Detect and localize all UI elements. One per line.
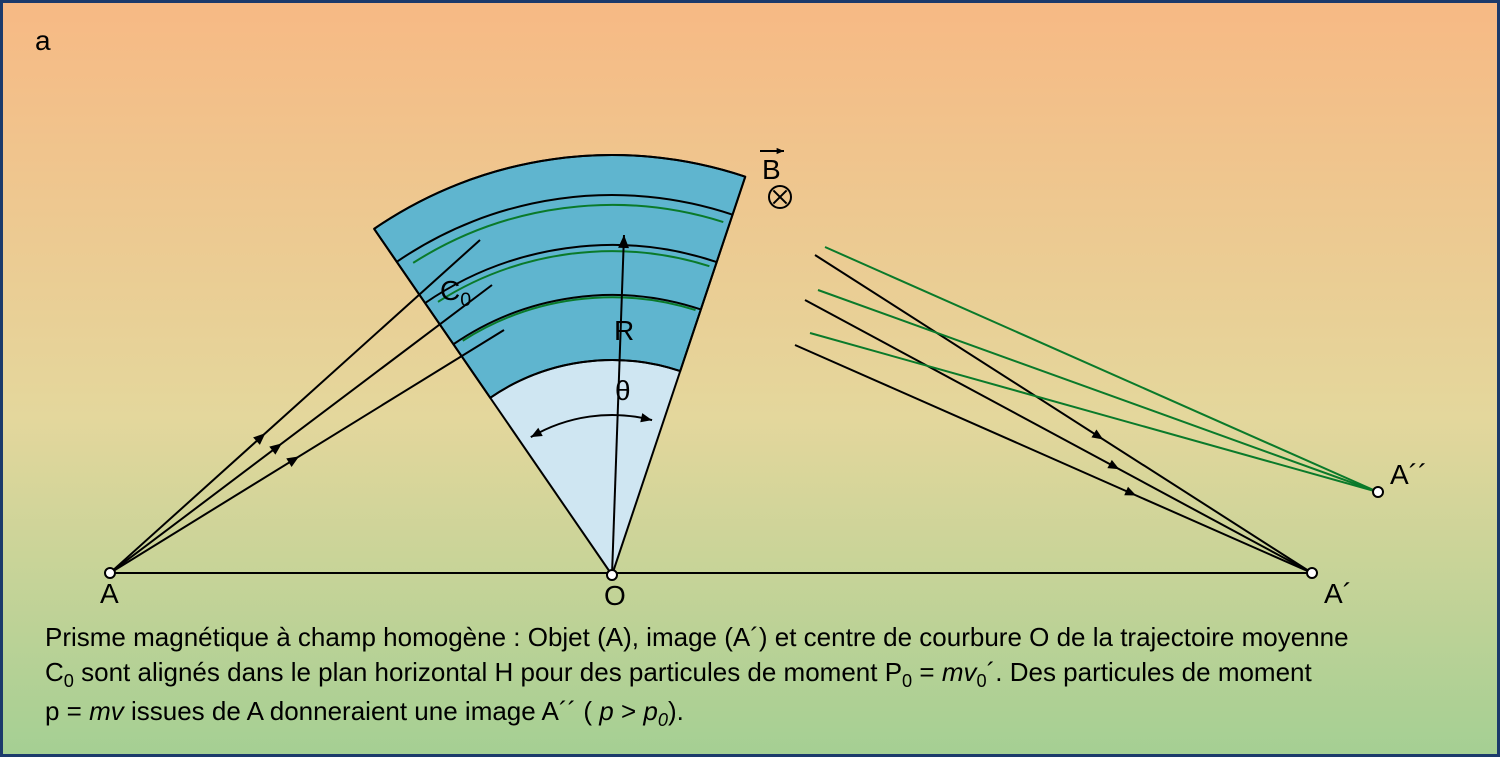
caption: Prisme magnétique à champ homogène : Obj… <box>45 620 1455 733</box>
caption-l2sub: 0 <box>64 671 74 691</box>
caption-l2sub3: 0 <box>976 671 986 691</box>
svg-text:O: O <box>604 580 626 611</box>
caption-l3ital: mv <box>89 696 124 726</box>
svg-text:A´´: A´´ <box>1390 459 1427 490</box>
caption-l3ital2: p <box>599 696 613 726</box>
svg-text:θ: θ <box>615 375 631 406</box>
svg-text:A´: A´ <box>1324 578 1352 609</box>
caption-l3c: > <box>614 696 644 726</box>
panel-label: a <box>35 25 51 57</box>
caption-l3a: p = <box>45 696 89 726</box>
caption-l2d: ´. Des particules de moment <box>987 657 1312 687</box>
caption-l3b: issues de A donneraient une image A´´ ( <box>124 696 600 726</box>
caption-l3d: ). <box>668 696 684 726</box>
caption-l2ital: mv <box>942 657 977 687</box>
caption-l2a: C <box>45 657 64 687</box>
caption-l3ital3: p <box>643 696 657 726</box>
caption-l1: Prisme magnétique à champ homogène : Obj… <box>45 622 1349 652</box>
caption-l2c: = <box>912 657 942 687</box>
caption-l2sub2: 0 <box>902 671 912 691</box>
figure-canvas: AOA´A´´C0RθB a Prisme magnétique à champ… <box>0 0 1500 757</box>
svg-text:R: R <box>614 315 634 346</box>
caption-l2b: sont alignés dans le plan horizontal H p… <box>74 657 902 687</box>
caption-l3sub: 0 <box>658 710 668 730</box>
svg-text:B: B <box>762 154 781 185</box>
svg-text:A: A <box>100 578 119 609</box>
